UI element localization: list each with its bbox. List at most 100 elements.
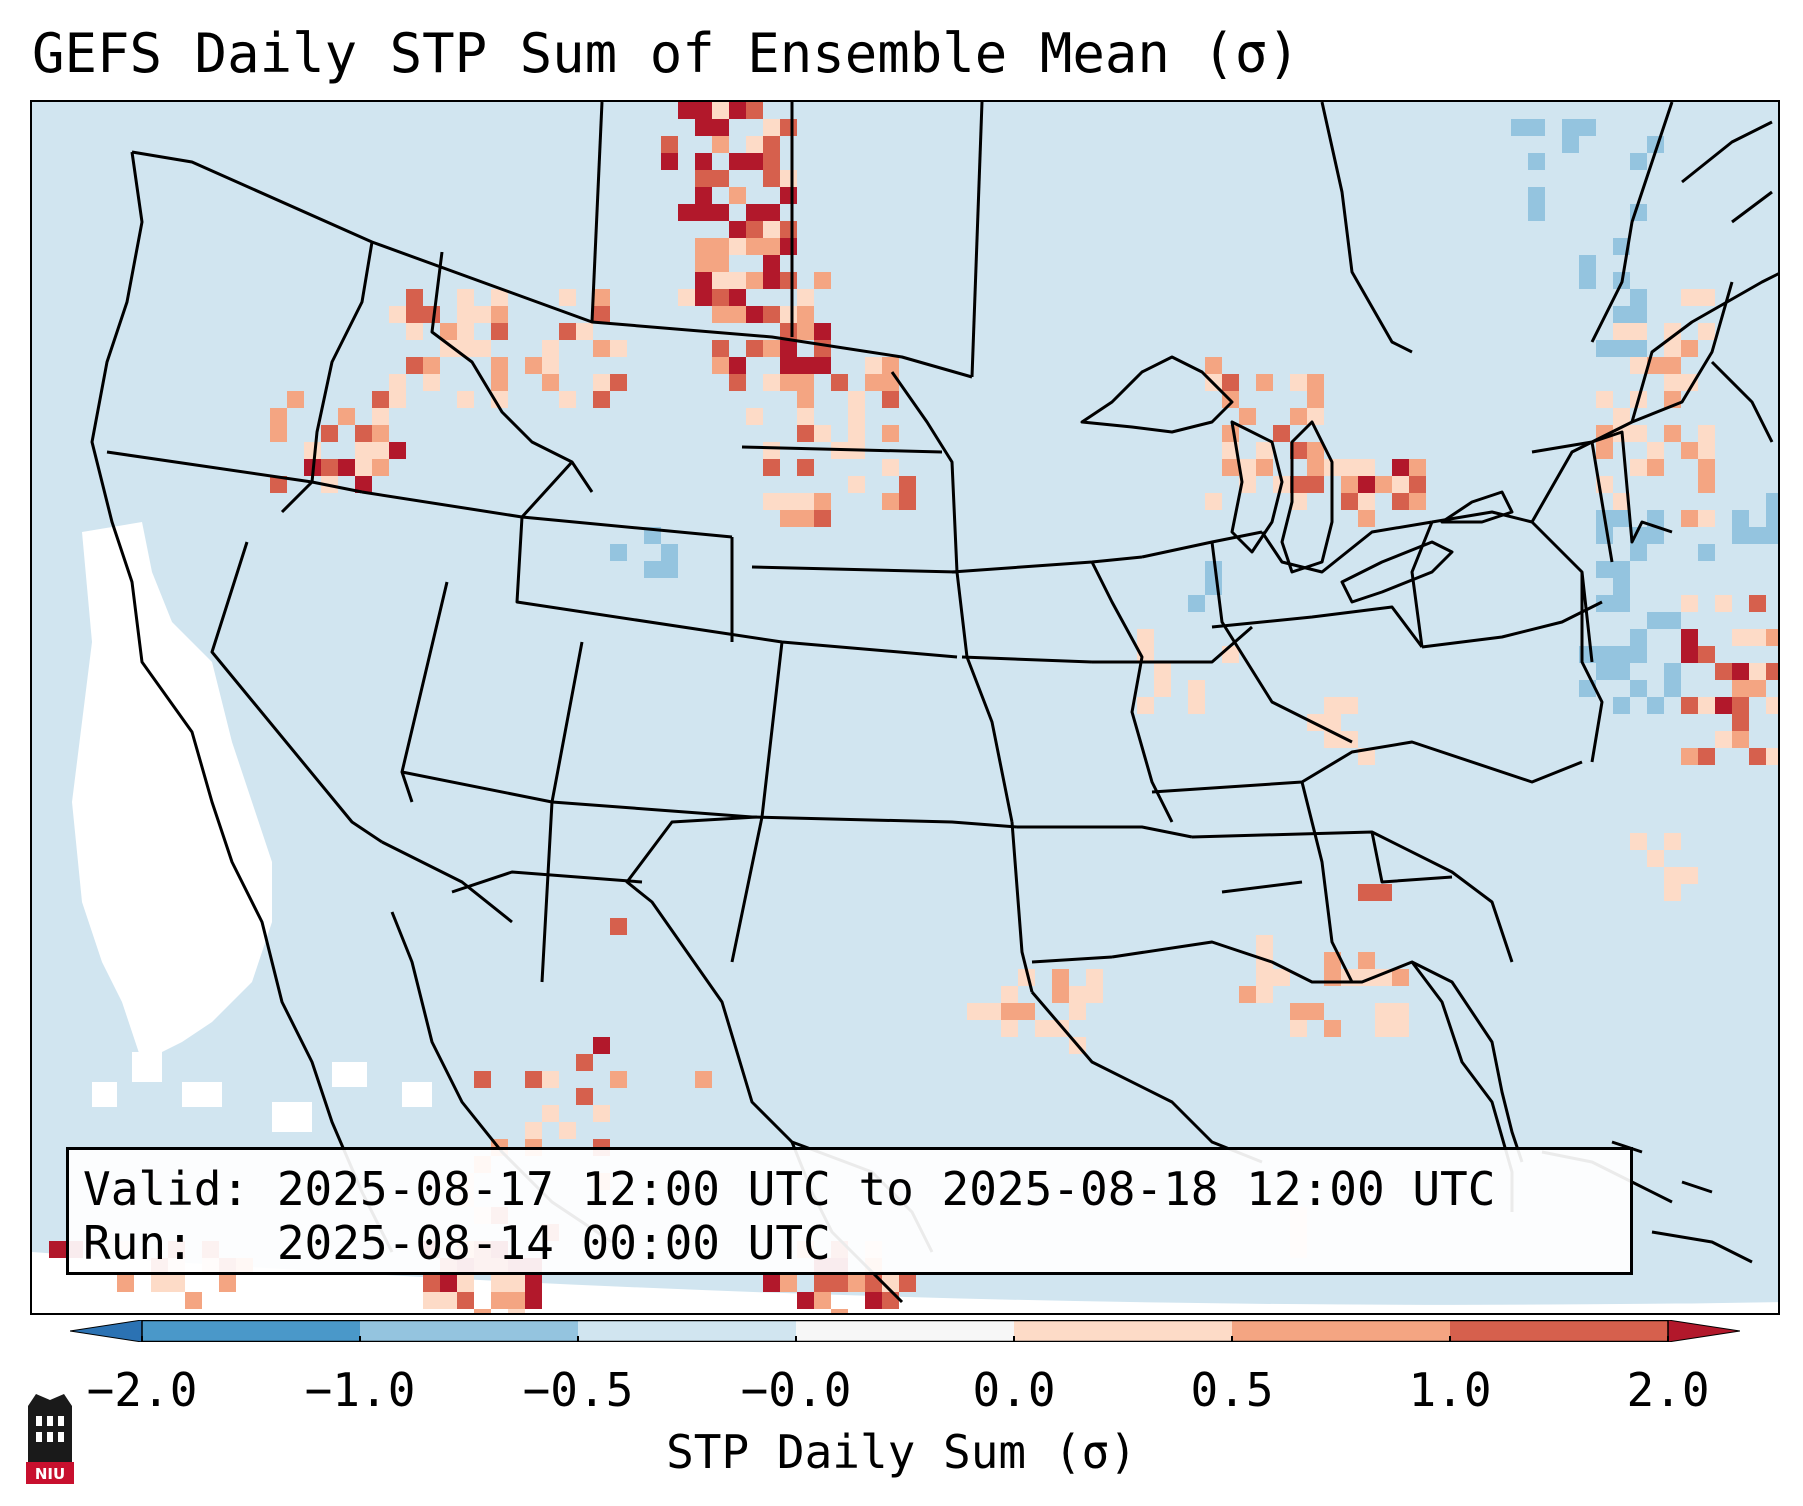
- stp-cell: [610, 1071, 627, 1088]
- stp-cell: [270, 425, 287, 442]
- stp-cell: [1766, 697, 1778, 714]
- stp-cell: [1630, 680, 1647, 697]
- stp-cell: [1239, 986, 1256, 1003]
- stp-cell: [1732, 629, 1749, 646]
- stp-cell: [372, 391, 389, 408]
- stp-cell: [1647, 357, 1664, 374]
- stp-cell: [1324, 952, 1341, 969]
- stp-cell: [525, 1275, 542, 1292]
- stp-cell: [355, 425, 372, 442]
- colorbar-tick-label: 0.5: [1190, 1363, 1274, 1417]
- stp-cell: [355, 476, 372, 493]
- stp-cell: [287, 391, 304, 408]
- stp-cell: [1681, 867, 1698, 884]
- stp-cell: [1358, 952, 1375, 969]
- stp-cell: [797, 510, 814, 527]
- niu-logo-icon: NIU: [26, 1394, 74, 1484]
- stp-cell: [763, 136, 780, 153]
- stp-cell: [491, 374, 508, 391]
- stp-cell: [695, 238, 712, 255]
- stp-cell: [746, 204, 763, 221]
- stp-cell: [797, 357, 814, 374]
- stp-cell: [1052, 969, 1069, 986]
- stp-cell: [457, 391, 474, 408]
- stp-cell: [763, 442, 780, 459]
- stp-cell: [491, 323, 508, 340]
- stp-cell: [1681, 510, 1698, 527]
- stp-cell: [780, 119, 797, 136]
- colorbar-segment: [796, 1320, 1015, 1342]
- stp-cell: [1613, 306, 1630, 323]
- stp-cell: [1613, 663, 1630, 680]
- stp-cell: [440, 1275, 457, 1292]
- stp-cell: [661, 561, 678, 578]
- stp-cell: [1596, 646, 1613, 663]
- stp-cell: [1052, 1020, 1069, 1037]
- stp-cell: [831, 374, 848, 391]
- stp-cell: [457, 306, 474, 323]
- stp-cell: [185, 1292, 202, 1309]
- colorbar-tick-label: −2.0: [86, 1363, 198, 1417]
- stp-cell: [780, 510, 797, 527]
- stp-cell: [1239, 476, 1256, 493]
- stp-cell: [814, 493, 831, 510]
- stp-cell: [1392, 459, 1409, 476]
- stp-cell: [1341, 459, 1358, 476]
- stp-cell: [1664, 884, 1681, 901]
- colorbar-outline: [141, 1320, 1669, 1342]
- stp-cell: [151, 1275, 168, 1292]
- stp-cell: [797, 323, 814, 340]
- stp-cell: [1732, 527, 1749, 544]
- stp-cell: [712, 357, 729, 374]
- stp-cell: [712, 238, 729, 255]
- stp-cell: [1018, 1003, 1035, 1020]
- stp-cell: [1749, 595, 1766, 612]
- stp-cell: [1698, 510, 1715, 527]
- stp-cell: [372, 459, 389, 476]
- stp-cell: [746, 153, 763, 170]
- stp-cell: [372, 408, 389, 425]
- stp-cell: [1630, 357, 1647, 374]
- stp-cell: [1630, 646, 1647, 663]
- stp-cell: [1596, 561, 1613, 578]
- stp-cell: [1409, 493, 1426, 510]
- stp-cell: [797, 306, 814, 323]
- stp-cell: [1256, 986, 1273, 1003]
- stp-cell: [1001, 1020, 1018, 1037]
- stp-cell: [321, 425, 338, 442]
- stp-cell: [1613, 646, 1630, 663]
- stp-cell: [1613, 561, 1630, 578]
- stp-cell: [593, 1037, 610, 1054]
- stp-cell: [491, 306, 508, 323]
- stp-cell: [1732, 714, 1749, 731]
- stp-cell: [270, 476, 287, 493]
- stp-cell: [661, 153, 678, 170]
- stp-cell: [1732, 510, 1749, 527]
- stp-cell: [593, 306, 610, 323]
- stp-cell: [712, 340, 729, 357]
- stp-cell: [1630, 323, 1647, 340]
- stp-cell: [1664, 680, 1681, 697]
- stp-cell: [1647, 459, 1664, 476]
- stp-cell: [1307, 459, 1324, 476]
- stp-cell: [1664, 340, 1681, 357]
- stp-cell: [423, 374, 440, 391]
- stp-cell: [797, 425, 814, 442]
- stp-cell: [1749, 663, 1766, 680]
- stp-cell: [1358, 510, 1375, 527]
- stp-cell: [865, 1292, 882, 1309]
- near-zero-region: [72, 522, 432, 1132]
- stp-cell: [1630, 544, 1647, 561]
- stp-cell: [1256, 442, 1273, 459]
- stp-cell: [406, 306, 423, 323]
- colorbar-segment: [360, 1320, 579, 1342]
- map-panel[interactable]: [30, 100, 1780, 1315]
- stp-cell: [1630, 629, 1647, 646]
- stp-cell: [1749, 527, 1766, 544]
- stp-cell: [1256, 935, 1273, 952]
- stp-cell: [49, 1241, 66, 1258]
- stp-cell: [746, 136, 763, 153]
- stp-cell: [1324, 1020, 1341, 1037]
- stp-cell: [644, 561, 661, 578]
- stp-cell: [984, 1003, 1001, 1020]
